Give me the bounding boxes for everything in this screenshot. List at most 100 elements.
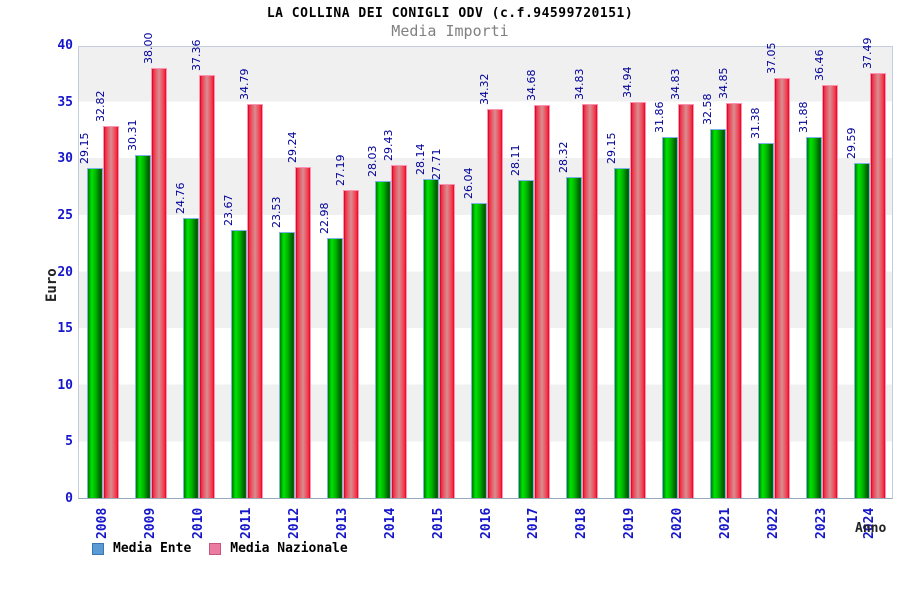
- y-tick-label: 30: [57, 151, 73, 167]
- x-tick-label: 2014: [382, 507, 398, 539]
- bar-media-ente: [854, 162, 871, 498]
- x-tick-label: 2010: [190, 507, 206, 539]
- bar-value-label: 38.00: [141, 32, 155, 64]
- chart-subtitle: Media Importi: [391, 22, 509, 40]
- bar-media-ente: [86, 167, 103, 498]
- x-tick-label: 2023: [814, 507, 830, 539]
- bar-media-nazionale: [342, 190, 359, 498]
- bar-value-label: 32.58: [701, 93, 715, 126]
- y-tick-label: 35: [57, 94, 73, 110]
- x-tick-label: 2016: [478, 507, 494, 539]
- x-axis-label: Anno: [855, 521, 887, 536]
- bar-value-label: 27.71: [429, 148, 443, 181]
- bar-media-nazionale: [438, 184, 455, 498]
- bar-value-label: 27.19: [333, 154, 347, 187]
- bar-media-ente: [326, 237, 343, 498]
- bar-value-label: 30.31: [125, 119, 139, 151]
- bar-value-label: 34.94: [621, 66, 635, 99]
- bar-media-nazionale: [630, 102, 647, 498]
- bar-value-label: 29.24: [285, 131, 299, 163]
- bar-value-label: 29.59: [845, 127, 859, 159]
- x-tick-label: 2022: [766, 507, 782, 539]
- bar-value-label: 29.15: [605, 132, 619, 164]
- x-tick-label: 2012: [286, 507, 302, 539]
- x-tick-label: 2017: [526, 507, 542, 539]
- bar-media-ente: [422, 179, 439, 498]
- bar-media-nazionale: [870, 73, 887, 498]
- bar-value-label: 34.32: [477, 73, 491, 106]
- bar-media-nazionale: [294, 166, 311, 498]
- bar-media-ente: [182, 217, 199, 498]
- bar-value-label: 22.98: [317, 202, 331, 234]
- bar-media-ente: [662, 137, 679, 498]
- bar-value-label: 34.83: [669, 68, 683, 100]
- bar-value-label: 26.04: [461, 167, 475, 200]
- bar-value-label: 34.83: [573, 68, 587, 100]
- bar-value-label: 32.82: [93, 90, 107, 123]
- y-tick-label: 40: [57, 38, 73, 53]
- bar-value-label: 34.68: [525, 69, 539, 102]
- legend-label-media-nazionale: Media Nazionale: [230, 541, 348, 556]
- bar-value-label: 31.38: [749, 107, 763, 139]
- y-tick-label: 15: [57, 321, 73, 337]
- x-tick-label: 2018: [574, 507, 590, 539]
- bar-media-nazionale: [246, 104, 263, 498]
- bar-value-label: 24.76: [173, 182, 187, 214]
- bar-media-ente: [470, 203, 487, 498]
- bar-media-nazionale: [198, 74, 215, 498]
- x-tick-label: 2013: [334, 507, 350, 539]
- bar-media-nazionale: [534, 105, 551, 498]
- plot-area: 29.15 32.82 30.31 38.00 24.76 37.36 23.67 34.79…: [77, 32, 893, 499]
- y-tick-label: 10: [57, 377, 73, 393]
- bar-value-label: 34.85: [717, 67, 731, 100]
- legend-swatch-media-ente-icon: [92, 542, 104, 555]
- bar-value-label: 23.53: [269, 196, 283, 228]
- bar-media-ente: [230, 229, 247, 498]
- bar-value-label: 31.88: [797, 101, 811, 133]
- chart-title: LA COLLINA DEI CONIGLI ODV (c.f.94599720…: [266, 6, 634, 21]
- bar-media-nazionale: [390, 164, 407, 498]
- legend: Media Ente Media Nazionale: [92, 541, 348, 556]
- bar-media-nazionale: [726, 103, 743, 498]
- x-tick-label: 2011: [238, 507, 254, 539]
- bar-value-label: 28.03: [365, 145, 379, 177]
- bar-media-nazionale: [678, 103, 695, 498]
- y-tick-label: 20: [57, 264, 73, 280]
- bar-media-ente: [518, 179, 535, 498]
- bar-value-label: 29.43: [381, 129, 395, 161]
- bar-media-ente: [806, 136, 823, 498]
- bar-media-ente: [566, 177, 583, 498]
- bar-value-label: 31.86: [653, 101, 667, 134]
- bar-media-nazionale: [582, 103, 599, 498]
- bar-media-ente: [134, 154, 151, 498]
- bar-media-nazionale: [150, 67, 167, 498]
- x-tick-label: 2021: [718, 507, 734, 539]
- bar-value-label: 28.32: [557, 141, 571, 174]
- legend-label-media-ente: Media Ente: [113, 541, 192, 556]
- x-tick-label: 2009: [142, 507, 158, 539]
- bar-value-label: 29.15: [77, 132, 91, 164]
- y-tick-label: 5: [65, 434, 73, 450]
- legend-swatch-media-nazionale-icon: [209, 542, 222, 555]
- bar-value-label: 37.05: [765, 42, 779, 75]
- bar-media-ente: [374, 180, 391, 498]
- bar-value-label: 28.14: [413, 143, 427, 176]
- bar-value-label: 34.79: [237, 68, 251, 101]
- y-tick-label: 0: [65, 491, 73, 506]
- bar-media-ente: [710, 129, 727, 498]
- y-tick-label: 25: [57, 207, 73, 223]
- bar-media-ente: [278, 231, 295, 498]
- bar-media-nazionale: [102, 126, 119, 498]
- x-tick-label: 2020: [670, 507, 686, 539]
- bar-media-ente: [758, 142, 775, 498]
- bar-media-ente: [614, 167, 631, 498]
- bar-media-nazionale: [774, 78, 791, 498]
- bar-media-nazionale: [486, 109, 503, 498]
- x-tick-label: 2008: [94, 507, 110, 539]
- bar-value-label: 36.46: [813, 49, 827, 82]
- bar-value-label: 37.49: [861, 37, 875, 70]
- bar-value-label: 28.11: [509, 144, 523, 176]
- bar-value-label: 23.67: [221, 194, 235, 226]
- bar-value-label: 37.36: [189, 39, 203, 71]
